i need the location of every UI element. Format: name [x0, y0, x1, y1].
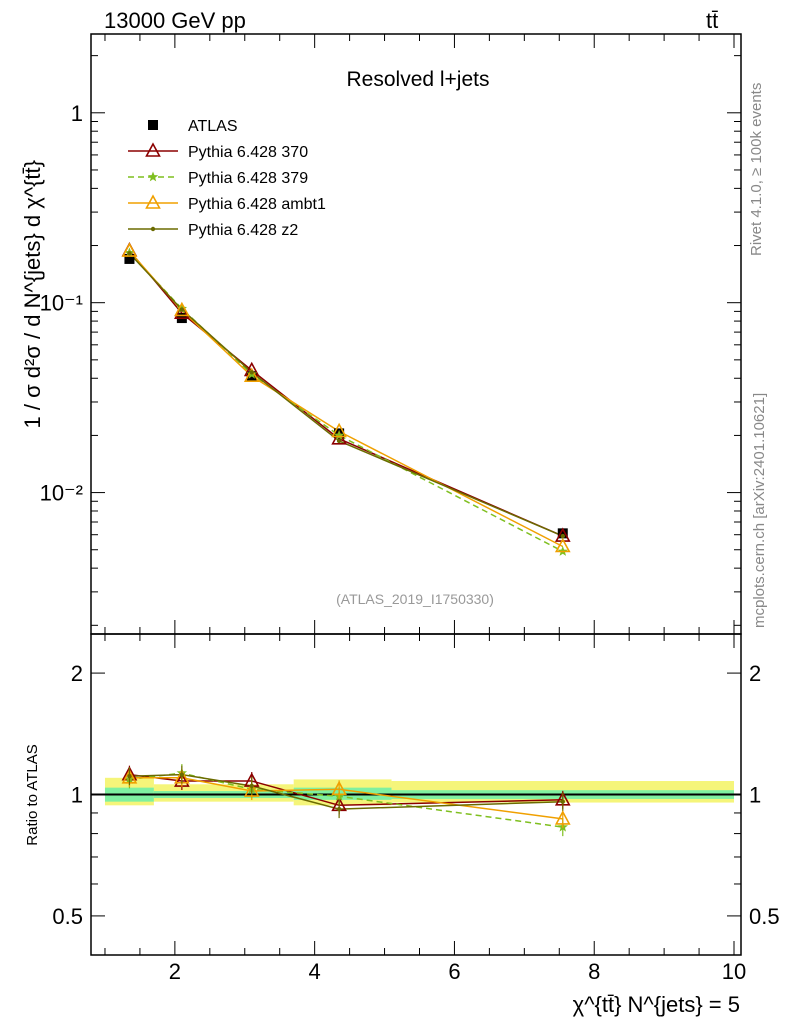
main-data-point	[336, 438, 342, 444]
main-data-point	[121, 242, 138, 257]
main-data-point	[127, 251, 132, 256]
main-data-point	[557, 528, 568, 539]
main-y-tick-label: 10⁻²	[40, 481, 83, 506]
legend-marker	[150, 226, 156, 232]
ratio-y-tick-label: 2	[71, 661, 83, 686]
legend-marker	[147, 171, 159, 182]
ratio-data-point	[179, 772, 185, 777]
series-markers	[121, 241, 571, 837]
axis-text: 1 10⁻¹ 10⁻² 2 2 1 1 0.5 0.5 2 4 6 8 10 Resolved l+jets…	[20, 68, 780, 1017]
main-series-line	[128, 252, 564, 553]
main-data-point	[554, 537, 571, 553]
main-y-tick-label: 10⁻¹	[40, 291, 83, 316]
ratio-y-tick-label-right: 2	[749, 661, 761, 686]
main-data-point	[124, 253, 135, 264]
process-label: tt̄	[706, 8, 719, 33]
ratio-data-point	[243, 782, 260, 797]
x-tick-label: 4	[309, 959, 321, 984]
ratio-y-tick-label: 0.5	[52, 904, 83, 929]
main-data-point	[243, 367, 260, 383]
main-data-point	[249, 370, 254, 375]
chart-title: Resolved l+jets	[347, 68, 490, 91]
legend: ATLAS Pythia 6.428 370 Pythia 6.428 379 Pyt…	[128, 118, 326, 239]
legend-marker	[145, 142, 161, 157]
ratio-y-axis-label: Ratio to ATLAS	[24, 744, 41, 845]
ratio-data-point	[331, 780, 347, 796]
legend-marker	[145, 194, 161, 209]
ratio-y-tick-label-right: 0.5	[749, 904, 780, 929]
ratio-data-point	[336, 806, 342, 812]
x-axis-label: χ^{tt̄} N^{jets} = 5	[573, 992, 740, 1017]
main-data-point	[174, 304, 190, 320]
mcplots-source-label: mcplots.cern.ch [arXiv:2401.10621]	[751, 393, 768, 628]
legend-label: ATLAS	[188, 118, 238, 135]
main-data-point	[179, 307, 185, 312]
main-series-line	[128, 252, 564, 537]
x-tick-label: 10	[722, 959, 746, 984]
analysis-watermark: (ATLAS_2019_I1750330)	[336, 591, 494, 607]
main-data-point	[560, 533, 565, 539]
rivet-version-label: Rivet 4.1.0, ≥ 100k events	[748, 83, 765, 256]
legend-label: Pythia 6.428 z2	[188, 222, 298, 239]
main-data-point	[333, 429, 345, 440]
ratio-y-tick-label-right: 1	[749, 783, 761, 808]
ratio-uncertainty-bands	[104, 777, 735, 806]
main-data-point	[174, 301, 190, 317]
main-y-axis-label: 1 / σ d²σ / d N^{jets} d χ^{tt̄}	[20, 160, 45, 428]
main-data-point	[331, 422, 347, 438]
ratio-data-point	[560, 799, 565, 804]
energy-label: 13000 GeV pp	[104, 8, 246, 33]
legend-label: Pythia 6.428 370	[188, 144, 308, 161]
axis-ticks	[91, 34, 741, 955]
ratio-y-tick-label: 1	[71, 783, 83, 808]
x-tick-label: 2	[169, 959, 181, 984]
main-series-line	[128, 250, 564, 537]
legend-label: Pythia 6.428 379	[188, 170, 308, 187]
ratio-data-point	[249, 783, 254, 789]
main-series-line	[128, 250, 564, 548]
series-lines	[128, 250, 564, 828]
legend-marker	[148, 120, 158, 130]
x-tick-label: 8	[588, 959, 600, 984]
ratio-data-point	[554, 810, 571, 825]
legend-label: Pythia 6.428 ambt1	[188, 196, 326, 213]
main-data-point	[331, 430, 347, 445]
ratio-data-point	[127, 774, 132, 779]
main-y-tick-label: 1	[71, 101, 83, 126]
x-tick-label: 6	[448, 959, 460, 984]
